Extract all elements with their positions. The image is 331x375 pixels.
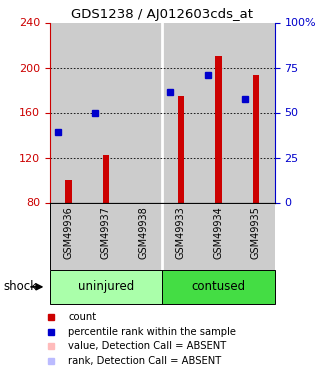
Bar [103, 155, 109, 203]
Bar [200, 22, 237, 202]
Text: contused: contused [191, 280, 246, 293]
Title: GDS1238 / AJ012603cds_at: GDS1238 / AJ012603cds_at [71, 8, 253, 21]
Bar [162, 22, 200, 202]
Text: GSM49933: GSM49933 [176, 206, 186, 259]
Bar [162, 202, 200, 270]
Text: value, Detection Call = ABSENT: value, Detection Call = ABSENT [69, 341, 227, 351]
Text: GSM49937: GSM49937 [101, 206, 111, 259]
Bar [125, 22, 162, 202]
Bar [237, 202, 275, 270]
Bar [50, 22, 87, 202]
FancyBboxPatch shape [50, 270, 162, 304]
Bar [125, 202, 162, 270]
Bar [87, 22, 125, 202]
Bar [253, 75, 260, 202]
Text: GSM49935: GSM49935 [251, 206, 261, 259]
FancyBboxPatch shape [162, 270, 275, 304]
Text: GSM49936: GSM49936 [64, 206, 73, 259]
Text: rank, Detection Call = ABSENT: rank, Detection Call = ABSENT [69, 356, 221, 366]
Bar [87, 202, 125, 270]
Bar [200, 202, 237, 270]
Text: shock: shock [3, 280, 37, 293]
Text: uninjured: uninjured [78, 280, 134, 293]
Text: GSM49934: GSM49934 [213, 206, 223, 259]
Bar [65, 180, 72, 203]
Bar [50, 202, 87, 270]
Text: percentile rank within the sample: percentile rank within the sample [69, 327, 236, 337]
Bar [215, 56, 222, 202]
Bar [177, 96, 184, 202]
Bar [237, 22, 275, 202]
Text: count: count [69, 312, 96, 322]
Text: GSM49938: GSM49938 [138, 206, 148, 259]
